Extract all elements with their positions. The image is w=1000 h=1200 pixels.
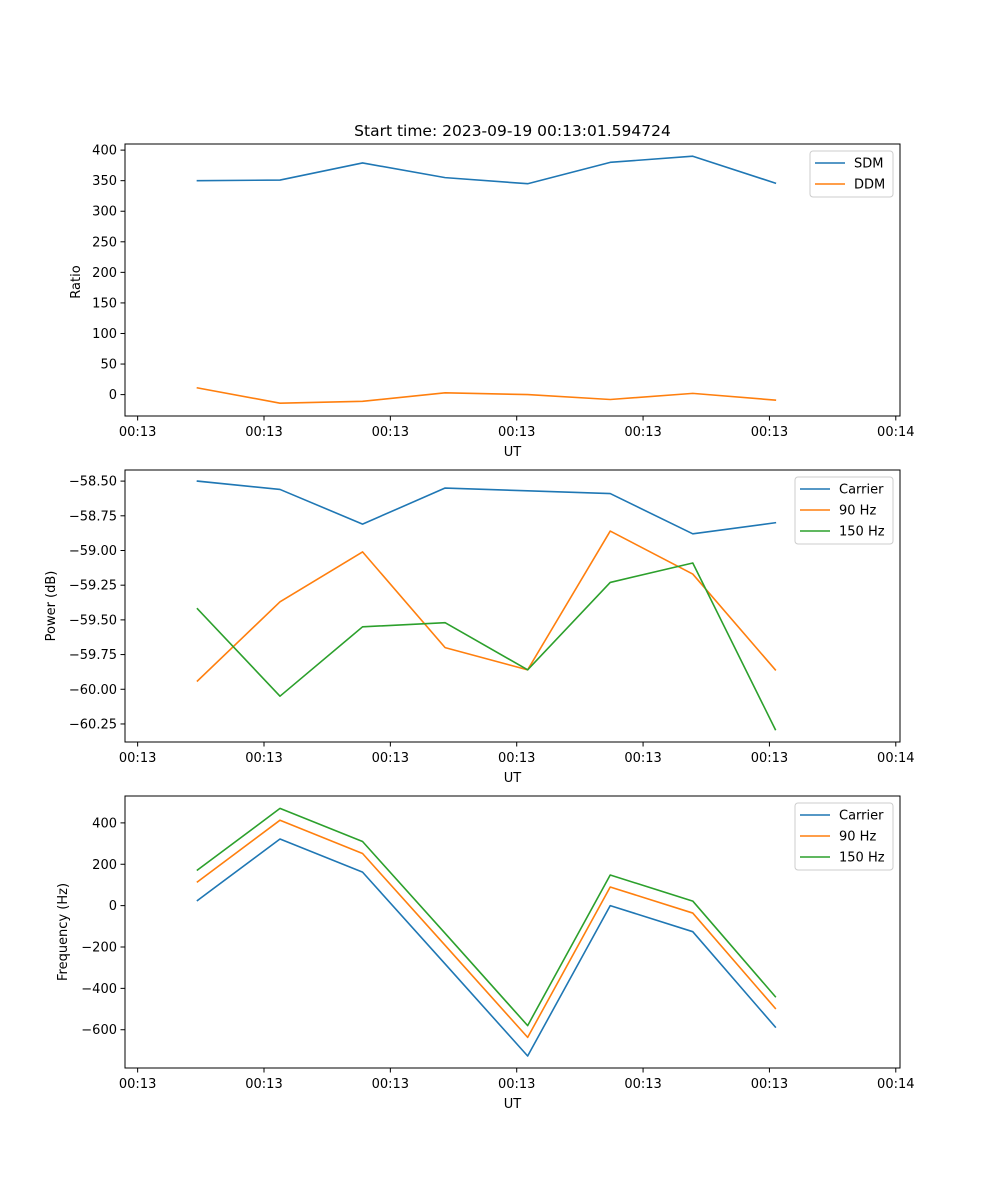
series-line-90-hz [196, 819, 777, 1039]
plot-area-power: 00:13 00:13 00:13 00:13 00:13 00:13 00:14 −60.2… [69, 469, 915, 766]
x-tick-label: 00:13 [624, 1077, 661, 1092]
legend-label-carrier: Carrier [839, 809, 884, 824]
y-tick-label: −600 [81, 1023, 117, 1038]
x-tick-label: 00:13 [245, 1077, 282, 1092]
y-tick-label: −59.50 [69, 613, 117, 628]
y-tick-label: 400 [92, 144, 117, 159]
legend-label-sdm: SDM [854, 157, 883, 172]
y-axis-label: Power (dB) [44, 571, 59, 642]
series-line-ddm [196, 386, 777, 404]
x-tick-label: 00:13 [624, 425, 661, 440]
y-axis-label: Ratio [69, 265, 84, 298]
y-tick-label: 0 [109, 388, 117, 403]
series-line-carrier [196, 480, 777, 535]
legend-label-150hz: 150 Hz [839, 525, 885, 540]
x-tick-label: 00:13 [119, 425, 156, 440]
x-tick-label: 00:13 [498, 425, 535, 440]
y-tick-label: 200 [92, 266, 117, 281]
y-axis-label: Frequency (Hz) [56, 883, 71, 981]
x-tick-label: 00:13 [751, 425, 788, 440]
y-tick-label: −400 [81, 982, 117, 997]
y-tick-label: −58.75 [69, 509, 117, 524]
series-line-150-hz [196, 562, 777, 731]
plot-area-frequency: 00:13 00:13 00:13 00:13 00:13 00:13 00:14 −600 −… [81, 795, 915, 1092]
axes-frame [124, 795, 901, 1069]
x-tick-label: 00:13 [119, 1077, 156, 1092]
series-line-carrier [196, 838, 777, 1057]
chart-title: Start time: 2023-09-19 00:13:01.594724 [354, 122, 671, 140]
x-tick-label: 00:13 [498, 1077, 535, 1092]
y-tick-label: −59.00 [69, 544, 117, 559]
legend-frame [794, 802, 894, 871]
y-tick-label: 350 [92, 174, 117, 189]
legend-label-ddm: DDM [854, 178, 885, 193]
y-tick-label: 150 [92, 296, 117, 311]
x-tick-label: 00:13 [372, 425, 409, 440]
legend-label-150hz: 150 Hz [839, 851, 885, 866]
y-tick-label: 300 [92, 205, 117, 220]
series-line-150-hz [196, 807, 777, 1027]
x-tick-label: 00:14 [877, 425, 914, 440]
x-tick-label: 00:13 [245, 751, 282, 766]
panel-power: 00:13 00:13 00:13 00:13 00:13 00:13 00:14 −60.2… [44, 469, 915, 786]
x-tick-label: 00:13 [751, 751, 788, 766]
x-tick-label: 00:13 [372, 1077, 409, 1092]
panel-ratio: Start time: 2023-09-19 00:13:01.594724 0… [69, 122, 915, 460]
x-tick-label: 00:13 [372, 751, 409, 766]
x-axis-label: UT [504, 1097, 522, 1112]
axes-frame [124, 469, 901, 743]
x-axis-label: UT [504, 771, 522, 786]
x-tick-label: 00:13 [624, 751, 661, 766]
legend: SDM DDM [809, 150, 894, 198]
x-tick-label: 00:14 [877, 1077, 914, 1092]
axes-frame [124, 143, 901, 417]
x-tick-label: 00:13 [751, 1077, 788, 1092]
legend: Carrier 90 Hz 150 Hz [794, 476, 894, 545]
legend-label-90hz: 90 Hz [839, 504, 876, 519]
x-tick-label: 00:14 [877, 751, 914, 766]
x-tick-label: 00:13 [498, 751, 535, 766]
y-tick-label: −58.50 [69, 475, 117, 490]
legend-frame [794, 476, 894, 545]
y-tick-label: 100 [92, 327, 117, 342]
y-tick-label: −59.25 [69, 579, 117, 594]
legend: Carrier 90 Hz 150 Hz [794, 802, 894, 871]
y-tick-label: 0 [109, 899, 117, 914]
x-tick-label: 00:13 [245, 425, 282, 440]
legend-label-90hz: 90 Hz [839, 830, 876, 845]
x-axis-label: UT [504, 445, 522, 460]
x-tick-label: 00:13 [119, 751, 156, 766]
y-tick-label: 400 [92, 816, 117, 831]
y-tick-label: −60.25 [69, 717, 117, 732]
y-tick-label: −59.75 [69, 648, 117, 663]
y-tick-label: −60.00 [69, 683, 117, 698]
y-tick-label: −200 [81, 940, 117, 955]
panel-frequency: 00:13 00:13 00:13 00:13 00:13 00:13 00:14 −600 −… [56, 795, 915, 1112]
plot-area-ratio: 00:13 00:13 00:13 00:13 00:13 00:13 00:14 0 50 10… [92, 143, 915, 440]
y-tick-label: 50 [100, 358, 117, 373]
legend-label-carrier: Carrier [839, 483, 884, 498]
y-tick-label: 250 [92, 235, 117, 250]
y-tick-label: 200 [92, 858, 117, 873]
series-line-sdm [196, 155, 777, 185]
